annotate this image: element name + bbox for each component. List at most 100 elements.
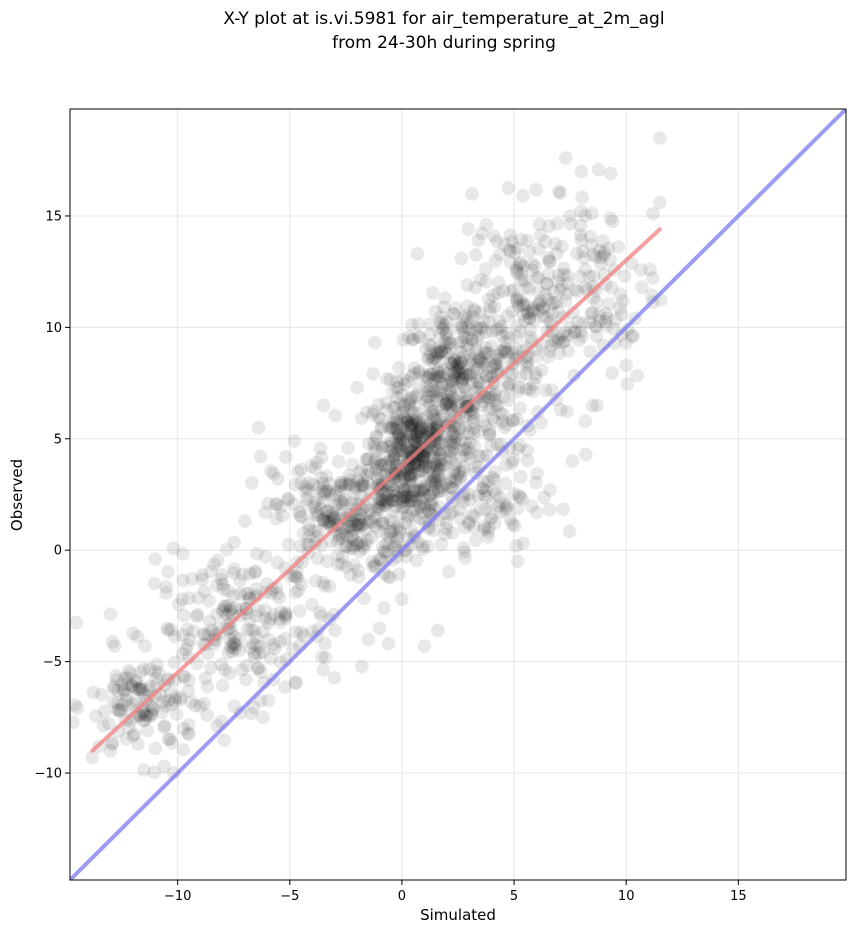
scatter-point-1572	[444, 474, 458, 489]
scatter-point-1592	[459, 448, 473, 462]
scatter-point-724	[337, 495, 352, 510]
scatter-point-1770	[619, 336, 633, 350]
scatter-point-1571	[426, 486, 441, 500]
scatter-point-1236	[121, 671, 135, 685]
scatter-point-1163	[361, 632, 376, 647]
scatter-point-526	[472, 375, 487, 390]
scatter-point-1124	[278, 680, 292, 694]
scatter-point-543	[490, 398, 505, 413]
scatter-point-1684	[583, 229, 598, 244]
scatter-point-1643	[417, 461, 432, 475]
scatter-point-1267	[167, 766, 181, 780]
scatter-point-493	[419, 393, 433, 408]
scatter-point-637	[439, 326, 454, 341]
scatter-point-106	[363, 503, 378, 517]
scatter-point-831	[370, 479, 384, 494]
scatter-point-46	[371, 477, 385, 492]
scatter-point-573	[466, 406, 480, 421]
scatter-point-509	[493, 353, 507, 367]
scatter-point-758	[342, 468, 357, 483]
scatter-point-579	[470, 362, 485, 377]
scatter-point-1090	[243, 613, 257, 627]
scatter-point-830	[386, 515, 401, 530]
scatter-point-767	[423, 497, 438, 512]
scatter-point-1032	[263, 612, 278, 626]
scatter-point-1099	[246, 637, 260, 651]
scatter-point-800	[386, 483, 401, 498]
scatter-point-321	[419, 422, 434, 436]
scatter-point-1143	[224, 602, 238, 616]
scatter-point-875	[314, 450, 329, 465]
scatter-point-790	[328, 498, 343, 513]
scatter-point-1062	[251, 646, 266, 661]
scatter-point-920	[294, 476, 308, 491]
scatter-point-1580	[423, 488, 438, 503]
scatter-point-603	[402, 330, 416, 345]
scatter-point-1410	[512, 257, 527, 271]
scatter-point-645	[461, 343, 475, 357]
scatter-point-1188	[221, 646, 235, 660]
scatter-point-1690	[504, 284, 518, 298]
scatter-point-1018	[294, 625, 309, 640]
scatter-point-488	[396, 405, 410, 420]
scatter-point-423	[457, 442, 472, 457]
scatter-point-1126	[159, 580, 173, 594]
scatter-point-620	[443, 385, 458, 400]
scatter-point-1679	[588, 319, 603, 333]
scatter-point-1568	[469, 533, 483, 547]
scatter-point-976	[318, 515, 332, 530]
scatter-point-656	[484, 339, 499, 353]
scatter-point-624	[457, 381, 472, 396]
scatter-point-167	[439, 396, 453, 411]
scatter-point-325	[411, 425, 425, 439]
scatter-point-194	[424, 367, 439, 382]
scatter-point-559	[404, 318, 419, 332]
scatter-point-1509	[475, 481, 490, 495]
scatter-point-1038	[266, 637, 281, 652]
scatter-point-776	[294, 462, 309, 477]
scatter-point-129	[415, 455, 430, 470]
scatter-point-1588	[485, 470, 500, 485]
scatter-point-658	[436, 408, 450, 423]
scatter-point-585	[440, 387, 455, 402]
scatter-point-1095	[227, 699, 241, 714]
scatter-point-1696	[551, 332, 566, 346]
scatter-point-807	[269, 511, 283, 526]
scatter-point-1585	[463, 493, 478, 508]
scatter-point-1100	[197, 696, 212, 711]
scatter-point-747	[328, 488, 342, 503]
scatter-point-771	[322, 476, 337, 491]
scatter-point-744	[316, 513, 331, 528]
scatter-point-660	[461, 426, 476, 441]
scatter-point-482	[386, 384, 400, 399]
scatter-point-584	[493, 365, 508, 380]
scatter-point-470	[434, 369, 448, 384]
scatter-point-188	[391, 437, 405, 451]
scatter-point-335	[386, 453, 401, 467]
scatter-point-592	[453, 367, 467, 382]
scatter-point-937	[377, 544, 391, 558]
scatter-point-1454	[521, 306, 536, 321]
scatter-point-440	[478, 419, 492, 433]
scatter-point-697	[479, 341, 493, 355]
scatter-point-476	[472, 377, 487, 391]
scatter-point-687	[467, 304, 482, 318]
scatter-point-236	[390, 494, 404, 508]
scatter-point-1689	[503, 244, 517, 259]
scatter-point-459	[424, 383, 438, 398]
scatter-point-967	[319, 514, 334, 529]
scatter-point-1403	[513, 370, 528, 384]
scatter-point-505	[431, 346, 445, 360]
scatter-point-492	[443, 396, 458, 411]
scatter-point-1406	[470, 320, 484, 335]
scatter-point-894	[308, 461, 323, 476]
scatter-point-256	[415, 463, 430, 478]
scatter-point-1567	[491, 499, 506, 513]
scatter-point-428	[494, 319, 509, 334]
scatter-point-583	[456, 310, 471, 325]
scatter-point-6	[382, 439, 396, 454]
scatter-point-1628	[510, 554, 525, 568]
scatter-point-755	[343, 473, 358, 488]
scatter-point-1254	[106, 694, 120, 709]
scatter-point-1133	[273, 634, 287, 649]
